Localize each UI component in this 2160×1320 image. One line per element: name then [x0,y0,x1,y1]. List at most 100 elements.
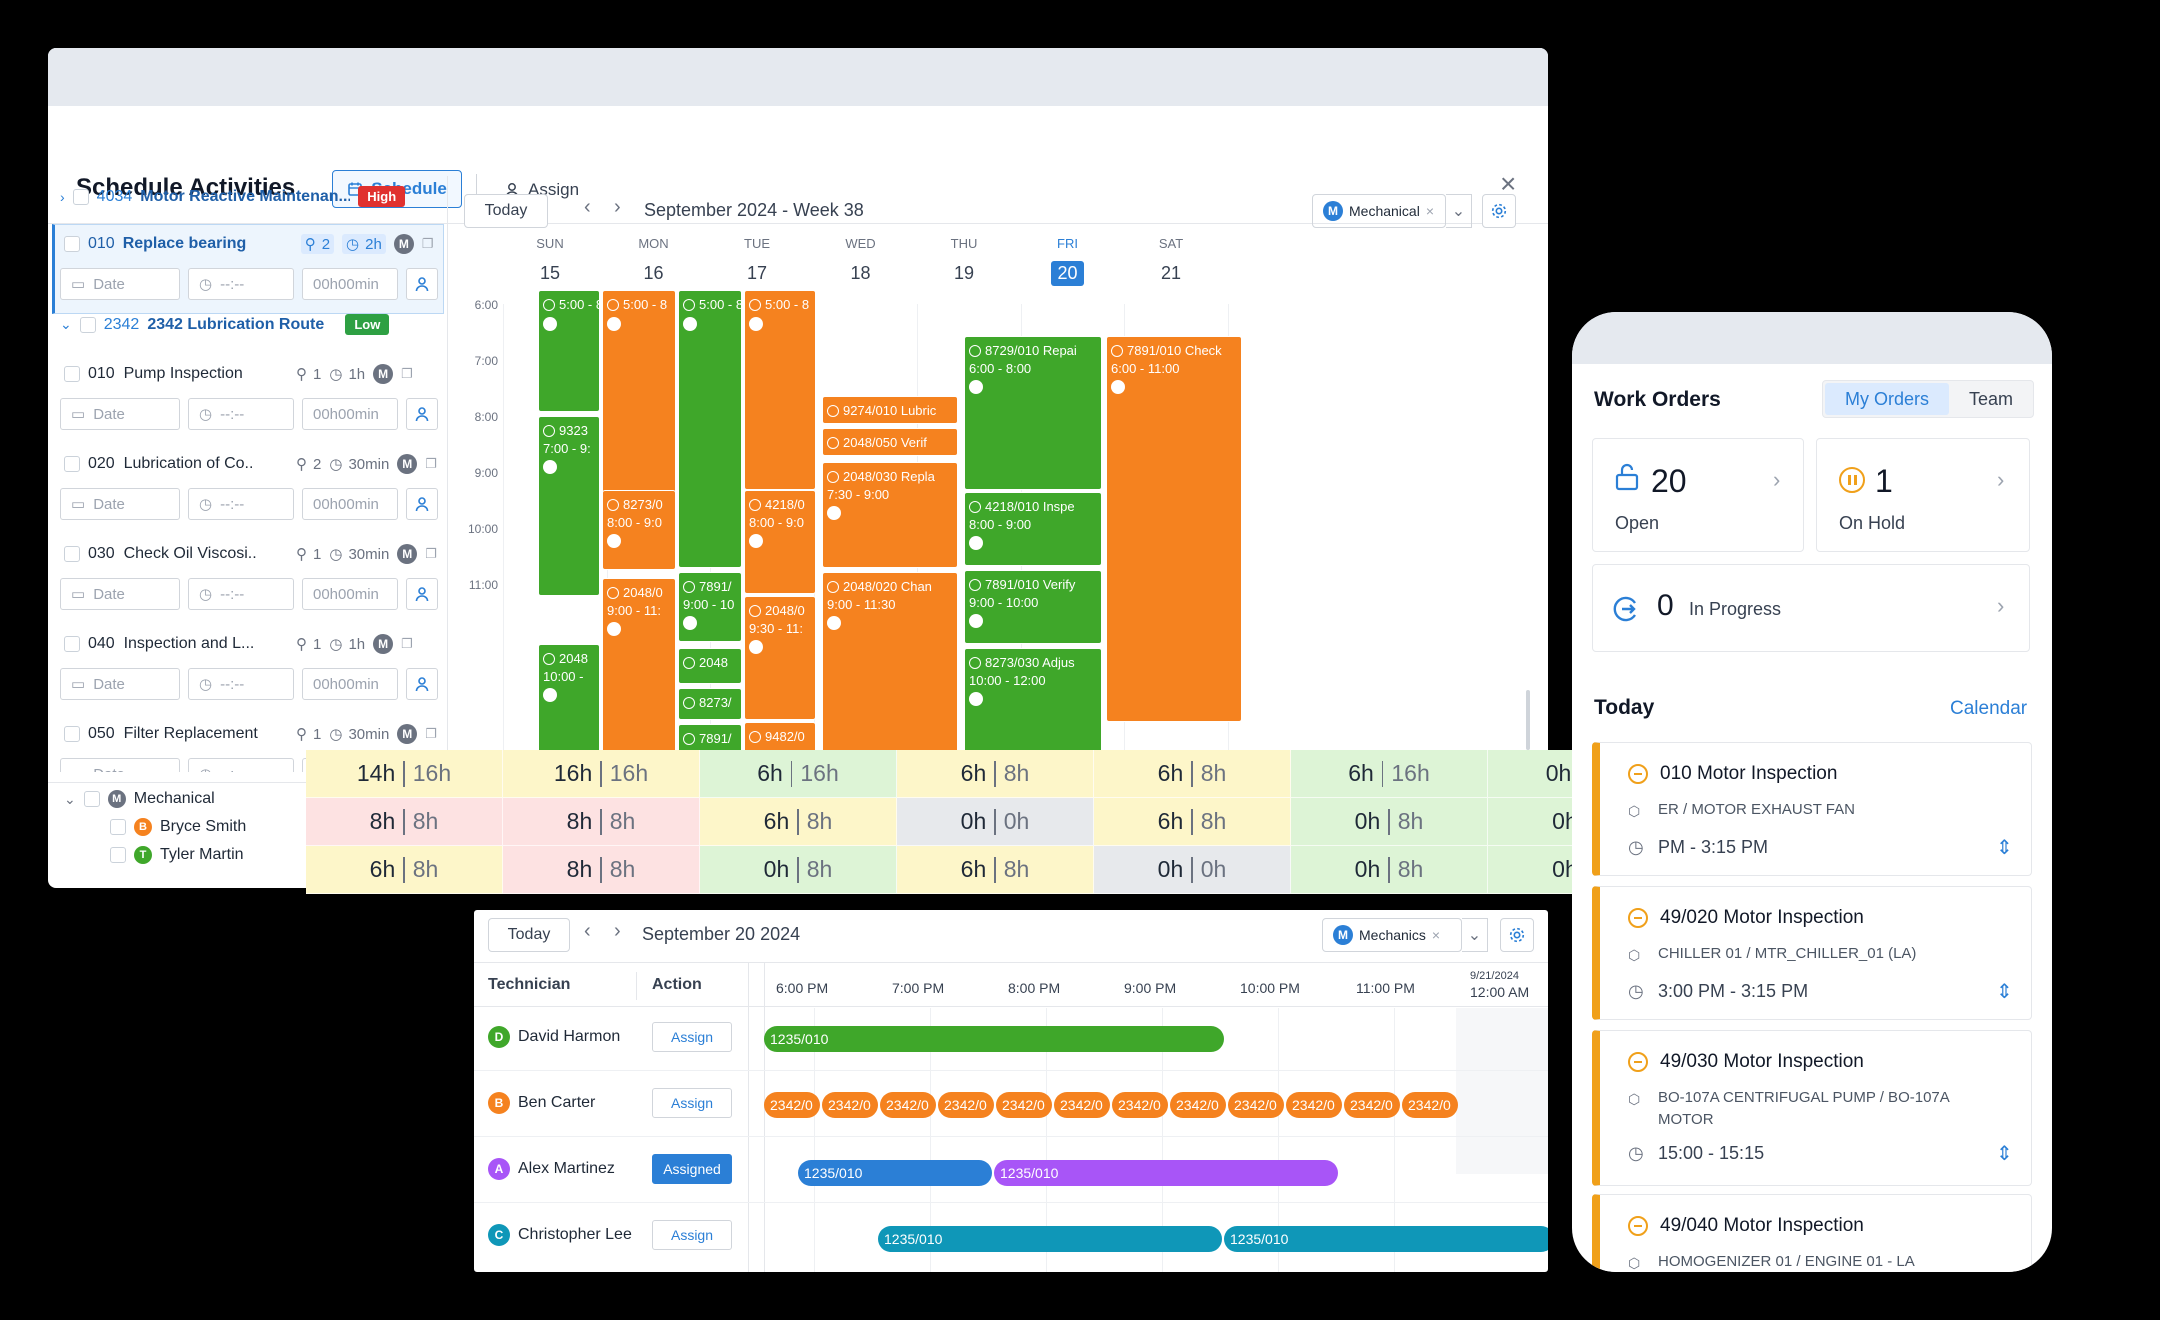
resource-filter-select[interactable]: M Mechanical × [1312,194,1446,228]
calendar-event[interactable]: 2048/020 Chan 9:00 - 11:30 [822,572,958,754]
assign-button[interactable]: Assign [652,1022,732,1052]
chevron-down-icon[interactable]: ⌄ [1462,918,1488,952]
copy-icon[interactable]: ❐ [401,636,413,651]
schedule-bar[interactable]: 2342/0 [996,1092,1052,1118]
schedule-bar[interactable]: 2342/0 [938,1092,994,1118]
calendar-event[interactable]: 8273/0 8:00 - 9:0 [602,490,676,570]
schedule-bar[interactable]: 2342/0 [1228,1092,1284,1118]
prev-week-icon[interactable]: ‹ [584,196,591,218]
assign-technician-button[interactable] [406,578,438,610]
resource-bryce-smith[interactable]: B Bryce Smith [110,818,246,836]
date-field[interactable]: ▭ Date [60,268,180,300]
duration-field[interactable]: 00h00min [302,578,398,610]
day-header[interactable]: MON 16 [594,236,714,286]
duration-field[interactable]: 00h00min [302,398,398,430]
calendar-event[interactable]: 8729/010 Repai 6:00 - 8:00 [964,336,1102,490]
schedule-bar[interactable]: 2342/0 [1112,1092,1168,1118]
date-field[interactable]: ▭ Date [60,668,180,700]
task-checkbox[interactable] [64,636,80,652]
calendar-event[interactable]: 5:00 - 8 [602,290,676,496]
close-icon[interactable]: × [1500,168,1517,199]
calendar-event[interactable]: 7891/010 Check 6:00 - 11:00 [1106,336,1242,722]
schedule-bar[interactable]: 1235/010 [1224,1226,1548,1252]
task-group-4034[interactable]: › 4034 Motor Reactive Maintenan... High [48,186,447,207]
date-field[interactable]: ▭ Date [60,758,180,772]
next-day-icon[interactable]: › [614,920,621,942]
schedule-bar[interactable]: 1235/010 [798,1160,992,1186]
chevron-down-icon[interactable]: ⌄ [60,316,72,332]
technician-row[interactable]: D David Harmon [488,1026,638,1048]
task-row-030[interactable]: 030 Check Oil Viscosi.. ⚲ 1 ◷ 30min M ❐ [48,544,447,564]
work-order-card[interactable]: 010 Motor Inspection ⬡ ER / MOTOR EXHAUST … [1592,742,2032,876]
calendar-event[interactable]: 4218/010 Inspe 8:00 - 9:00 [964,492,1102,566]
schedule-bar[interactable]: 2342/0 [880,1092,936,1118]
duration-field[interactable]: 00h00min [302,268,398,300]
schedule-bar[interactable]: 2342/0 [822,1092,878,1118]
calendar-event[interactable]: 8273/030 Adjus 10:00 - 12:00 [964,648,1102,754]
calendar-event[interactable]: 5:00 - 8 [538,290,600,412]
settings-button[interactable] [1482,194,1516,228]
task-group-2342[interactable]: ⌄ 2342 2342 Lubrication Route Low [48,314,447,335]
duration-field[interactable]: 00h00min [302,668,398,700]
group-checkbox[interactable] [79,316,96,333]
time-field[interactable]: ◷ --:-- [188,668,294,700]
calendar-event[interactable]: 2048/050 Verif [822,428,958,456]
today-button[interactable]: Today [488,918,570,952]
open-orders-card[interactable]: 20 Open › [1592,438,1804,552]
schedule-bar[interactable]: 2342/0 [1054,1092,1110,1118]
time-field[interactable]: ◷ --:-- [188,488,294,520]
assign-button[interactable]: Assigned [652,1154,732,1184]
date-field[interactable]: ▭ Date [60,578,180,610]
chevron-down-icon[interactable]: ⌄ [64,790,76,807]
assign-button[interactable]: Assign [652,1220,732,1250]
calendar-event[interactable]: 2048/0 9:30 - 11: [744,596,816,720]
day-header[interactable]: TUE 17 [697,236,817,286]
clear-icon[interactable]: × [1425,203,1435,219]
task-checkbox[interactable] [64,456,80,472]
calendar-event[interactable]: 2048/030 Repla 7:30 - 9:00 [822,462,958,568]
work-order-card[interactable]: 49/020 Motor Inspection ⬡ CHILLER 01 / MTR… [1592,886,2032,1020]
tab-team[interactable]: Team [1968,388,2013,409]
calendar-link[interactable]: Calendar [1950,698,2028,719]
task-checkbox[interactable] [64,726,80,742]
chevron-down-icon[interactable]: ⌄ [1446,194,1472,228]
task-checkbox[interactable] [64,366,80,382]
schedule-bar[interactable]: 2342/0 [1286,1092,1342,1118]
time-field[interactable]: ◷ --:-- [188,398,294,430]
resource-checkbox[interactable] [110,819,126,835]
task-row-050[interactable]: 050 Filter Replacement ⚲ 1 ◷ 30min M ❐ [48,724,447,744]
day-header[interactable]: FRI 20 [1008,236,1128,286]
schedule-bar[interactable]: 1235/010 [994,1160,1338,1186]
date-field[interactable]: ▭ Date [60,398,180,430]
on-hold-orders-card[interactable]: 1 On Hold › [1816,438,2030,552]
task-checkbox[interactable] [64,546,80,562]
group-checkbox[interactable] [83,791,100,807]
assign-button[interactable]: Assign [652,1088,732,1118]
resource-tyler-martin[interactable]: T Tyler Martin [110,846,244,864]
resource-checkbox[interactable] [110,847,126,863]
schedule-bar[interactable]: 2342/0 [1402,1092,1458,1118]
calendar-event[interactable]: 7891/ [678,724,742,754]
expand-icon[interactable]: ⇕ [1996,837,2013,859]
copy-icon[interactable]: ❐ [421,236,434,251]
assign-technician-button[interactable] [406,488,438,520]
expand-icon[interactable]: ⇕ [1996,1143,2013,1165]
resource-group-mechanical[interactable]: ⌄ M Mechanical [64,790,215,808]
settings-button[interactable] [1500,918,1534,952]
today-button[interactable]: Today [464,194,548,228]
technician-row[interactable]: B Ben Carter [488,1092,638,1114]
calendar-event[interactable]: 7891/9:00 - 10 [678,572,742,642]
work-order-card[interactable]: 49/040 Motor Inspection ⬡ HOMOGENIZER 01 /… [1592,1194,2032,1272]
crew-filter-select[interactable]: M Mechanics × [1322,918,1462,952]
calendar-event[interactable]: 8273/ [678,688,742,720]
group-checkbox[interactable] [72,188,89,205]
day-header[interactable]: THU 19 [904,236,1024,286]
next-week-icon[interactable]: › [614,196,621,218]
schedule-bar[interactable]: 2342/0 [764,1092,820,1118]
calendar-event[interactable]: 9274/010 Lubric [822,396,958,424]
work-order-card[interactable]: 49/030 Motor Inspection ⬡ BO-107A CENTRIFU… [1592,1030,2032,1186]
copy-icon[interactable]: ❐ [425,456,437,471]
schedule-bar[interactable]: 2342/0 [1170,1092,1226,1118]
task-checkbox[interactable] [64,236,80,252]
task-row-010[interactable]: 010 Pump Inspection ⚲ 1 ◷ 1h M ❐ [48,364,447,384]
